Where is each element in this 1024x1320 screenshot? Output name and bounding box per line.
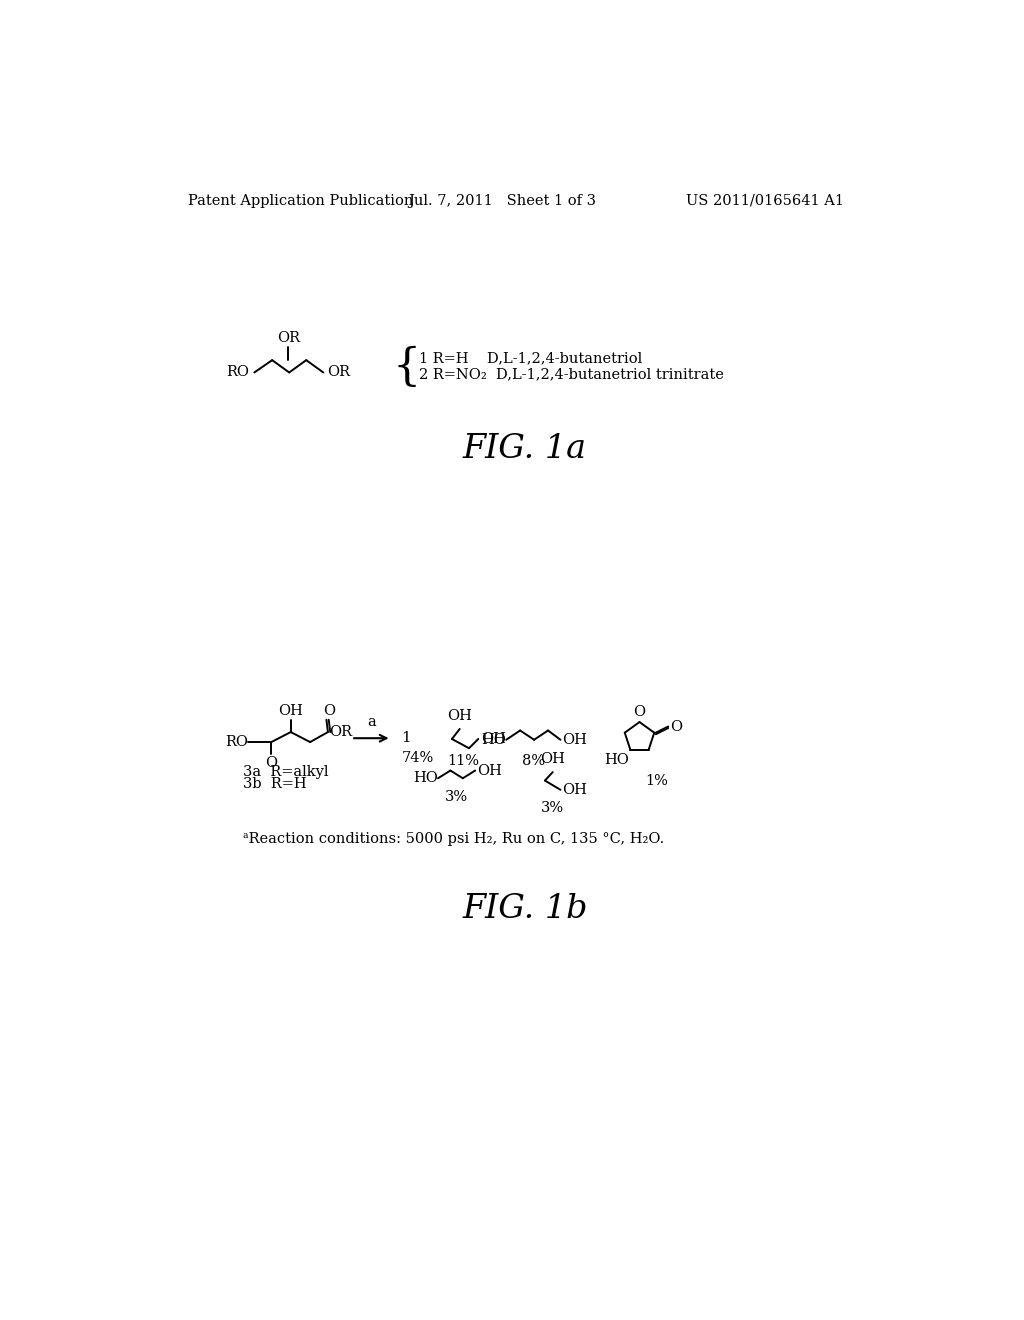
Text: OH: OH [562, 733, 587, 747]
Text: FIG. 1b: FIG. 1b [462, 894, 588, 925]
Text: O: O [323, 704, 335, 718]
Text: RO: RO [226, 366, 250, 379]
Text: O: O [670, 719, 682, 734]
Text: HO: HO [481, 733, 506, 747]
Text: 11%: 11% [446, 754, 479, 768]
Text: O: O [265, 756, 278, 770]
Text: 8%: 8% [522, 754, 545, 768]
Text: 1 R=H    D,L-1,2,4-butanetriol: 1 R=H D,L-1,2,4-butanetriol [419, 351, 642, 366]
Text: {: { [393, 346, 421, 388]
Text: 1: 1 [401, 731, 412, 746]
Text: ᵃReaction conditions: 5000 psi H₂, Ru on C, 135 °C, H₂O.: ᵃReaction conditions: 5000 psi H₂, Ru on… [243, 832, 664, 846]
Text: 2 R=NO₂  D,L-1,2,4-butanetriol trinitrate: 2 R=NO₂ D,L-1,2,4-butanetriol trinitrate [419, 368, 724, 381]
Text: OH: OH [541, 752, 565, 766]
Text: 3b  R=H: 3b R=H [243, 776, 306, 791]
Text: OR: OR [276, 331, 300, 345]
Text: 3%: 3% [445, 789, 468, 804]
Text: Jul. 7, 2011   Sheet 1 of 3: Jul. 7, 2011 Sheet 1 of 3 [409, 194, 597, 207]
Text: 1%: 1% [646, 775, 669, 788]
Text: HO: HO [604, 752, 629, 767]
Text: Patent Application Publication: Patent Application Publication [188, 194, 414, 207]
Text: OR: OR [328, 366, 350, 379]
Text: US 2011/0165641 A1: US 2011/0165641 A1 [686, 194, 844, 207]
Text: HO: HO [413, 771, 438, 785]
Text: RO: RO [225, 735, 248, 748]
Text: OH: OH [562, 783, 587, 797]
Text: 74%: 74% [401, 751, 434, 766]
Text: FIG. 1a: FIG. 1a [463, 433, 587, 466]
Text: OH: OH [480, 733, 506, 746]
Text: OR: OR [330, 725, 352, 739]
Text: 3a  R=alkyl: 3a R=alkyl [243, 766, 329, 779]
Text: a: a [367, 715, 376, 729]
Text: O: O [634, 705, 645, 719]
Text: OH: OH [477, 763, 502, 777]
Text: 3%: 3% [541, 801, 564, 816]
Text: OH: OH [447, 709, 472, 723]
Text: OH: OH [279, 704, 303, 718]
